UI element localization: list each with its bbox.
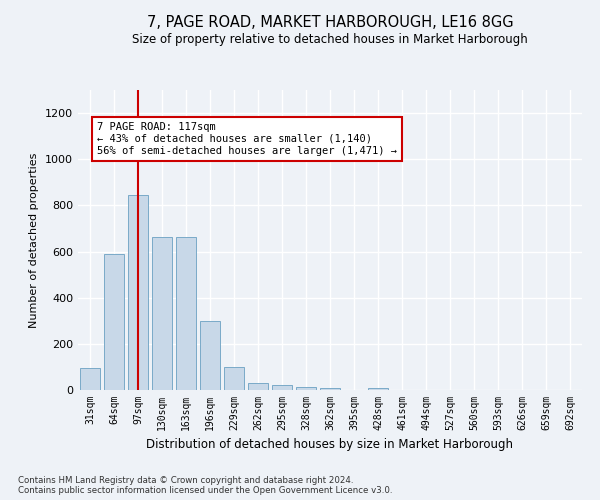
Bar <box>272 386 292 390</box>
Text: Contains public sector information licensed under the Open Government Licence v3: Contains public sector information licen… <box>18 486 392 495</box>
Bar <box>224 367 244 390</box>
Bar <box>368 388 388 390</box>
X-axis label: Distribution of detached houses by size in Market Harborough: Distribution of detached houses by size … <box>146 438 514 452</box>
Y-axis label: Number of detached properties: Number of detached properties <box>29 152 40 328</box>
Text: 7 PAGE ROAD: 117sqm
← 43% of detached houses are smaller (1,140)
56% of semi-det: 7 PAGE ROAD: 117sqm ← 43% of detached ho… <box>97 122 397 156</box>
Bar <box>248 382 268 390</box>
Bar <box>200 321 220 390</box>
Bar <box>176 236 196 390</box>
Bar <box>80 368 100 390</box>
Bar <box>128 195 148 390</box>
Bar <box>152 236 172 390</box>
Text: Size of property relative to detached houses in Market Harborough: Size of property relative to detached ho… <box>132 32 528 46</box>
Text: Contains HM Land Registry data © Crown copyright and database right 2024.: Contains HM Land Registry data © Crown c… <box>18 476 353 485</box>
Text: 7, PAGE ROAD, MARKET HARBOROUGH, LE16 8GG: 7, PAGE ROAD, MARKET HARBOROUGH, LE16 8G… <box>146 15 514 30</box>
Bar <box>320 388 340 390</box>
Bar <box>296 386 316 390</box>
Bar <box>104 254 124 390</box>
